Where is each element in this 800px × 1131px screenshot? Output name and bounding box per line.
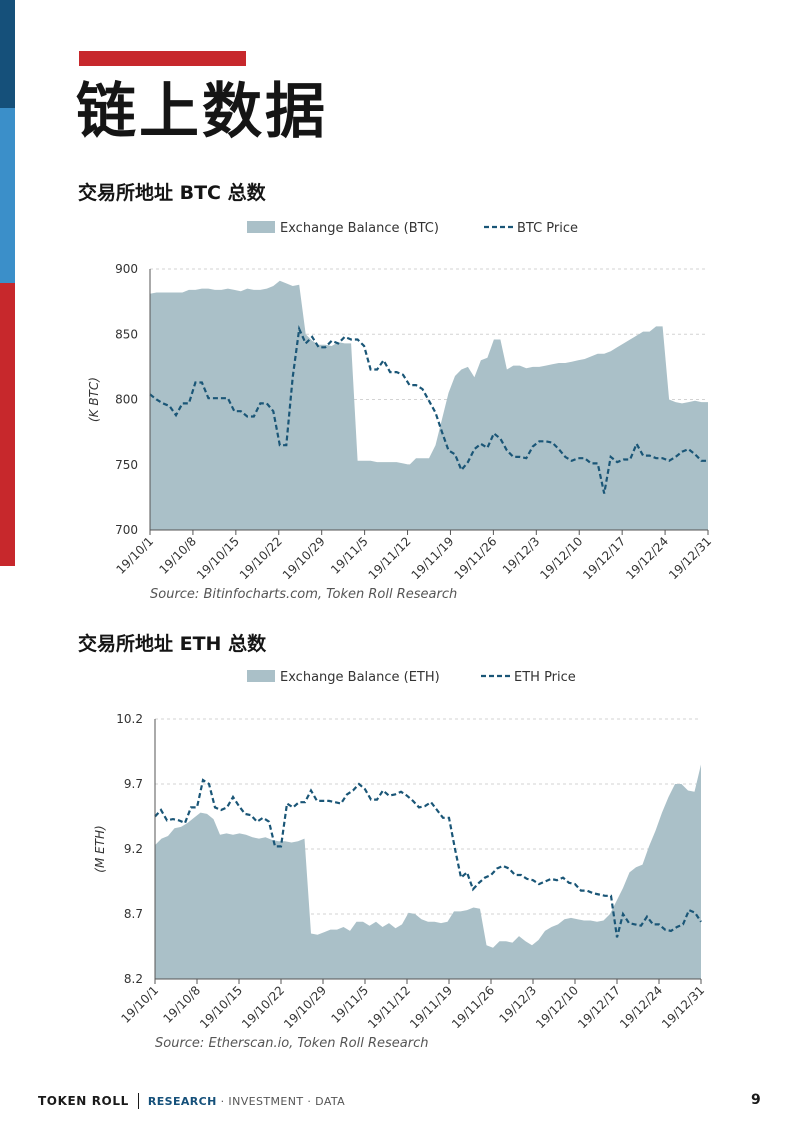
x-tick-label: 19/12/3 bbox=[497, 983, 540, 1026]
x-tick-label: 19/12/10 bbox=[537, 534, 585, 582]
legend-label-balance: Exchange Balance (ETH) bbox=[280, 670, 440, 685]
x-tick-label: 19/10/8 bbox=[156, 534, 199, 577]
x-tick-label: 19/12/31 bbox=[666, 534, 714, 582]
x-tick-label: 19/12/24 bbox=[623, 534, 671, 582]
x-tick-label: 19/10/1 bbox=[114, 534, 157, 577]
exchange-balance-area bbox=[150, 280, 708, 530]
y-tick-label: 9.2 bbox=[124, 842, 143, 856]
x-tick-label: 19/12/24 bbox=[617, 983, 665, 1031]
x-tick-label: 19/11/26 bbox=[451, 534, 499, 582]
x-tick-label: 19/10/15 bbox=[194, 534, 242, 582]
side-stripe-dark-blue bbox=[0, 0, 15, 108]
y-tick-label: 800 bbox=[115, 393, 138, 407]
x-tick-label: 19/12/17 bbox=[580, 534, 628, 582]
side-stripe-red bbox=[0, 283, 15, 566]
y-tick-label: 750 bbox=[115, 458, 138, 472]
legend-area-swatch bbox=[247, 221, 275, 233]
eth-chart-source: Source: Etherscan.io, Token Roll Researc… bbox=[155, 1036, 429, 1051]
exchange-balance-area bbox=[155, 764, 701, 979]
legend-label-balance: Exchange Balance (BTC) bbox=[280, 221, 439, 236]
y-axis-label: (K BTC) bbox=[87, 377, 101, 422]
legend-area-swatch bbox=[247, 670, 275, 682]
legend-label-price: BTC Price bbox=[517, 221, 578, 236]
y-axis-label: (M ETH) bbox=[93, 825, 107, 872]
x-tick-label: 19/10/22 bbox=[239, 983, 287, 1031]
title-accent-bar bbox=[79, 51, 246, 66]
x-tick-label: 19/11/26 bbox=[449, 983, 497, 1031]
x-tick-label: 19/12/3 bbox=[500, 534, 543, 577]
y-tick-label: 850 bbox=[115, 327, 138, 341]
page-title: 链上数据 bbox=[76, 77, 328, 147]
side-stripe-light-blue bbox=[0, 108, 15, 283]
x-tick-label: 19/11/5 bbox=[329, 983, 372, 1026]
eth-chart: 8.28.79.29.710.219/10/1 19/10/819/10/1519… bbox=[93, 670, 707, 1031]
price-line bbox=[154, 778, 702, 938]
y-tick-label: 700 bbox=[115, 523, 138, 537]
x-tick-label: 19/10/8 bbox=[161, 983, 204, 1026]
price-line bbox=[149, 325, 708, 494]
y-tick-label: 8.7 bbox=[124, 907, 143, 921]
x-tick-label: 19/12/17 bbox=[575, 983, 623, 1031]
x-tick-label: 19/11/5 bbox=[328, 534, 371, 577]
eth-chart-title: 交易所地址 ETH 总数 bbox=[78, 633, 267, 655]
x-tick-label: 19/10/29 bbox=[281, 983, 329, 1031]
footer-tagline: · INVESTMENT · DATA bbox=[216, 1094, 346, 1108]
x-tick-label: 19/10/1 bbox=[119, 983, 162, 1026]
footer-brand: TOKEN ROLL bbox=[38, 1094, 129, 1108]
page-number: 9 bbox=[751, 1092, 761, 1108]
y-tick-label: 10.2 bbox=[116, 712, 143, 726]
x-tick-label: 19/10/15 bbox=[197, 983, 245, 1031]
footer-separator bbox=[137, 1093, 139, 1109]
x-tick-label: 19/11/19 bbox=[407, 983, 455, 1031]
x-tick-label: 19/12/10 bbox=[533, 983, 581, 1031]
y-tick-label: 9.7 bbox=[124, 777, 143, 791]
x-tick-label: 19/11/19 bbox=[409, 534, 457, 582]
x-tick-label: 19/10/22 bbox=[237, 534, 285, 582]
y-tick-label: 900 bbox=[115, 262, 138, 276]
footer-research: RESEARCH bbox=[147, 1094, 217, 1108]
x-tick-label: 19/11/12 bbox=[365, 983, 413, 1031]
y-tick-label: 8.2 bbox=[124, 972, 143, 986]
btc-chart-source: Source: Bitinfocharts.com, Token Roll Re… bbox=[150, 587, 458, 602]
x-tick-label: 19/11/12 bbox=[366, 534, 414, 582]
x-tick-label: 19/12/31 bbox=[659, 983, 707, 1031]
legend-label-price: ETH Price bbox=[514, 670, 576, 685]
btc-chart-title: 交易所地址 BTC 总数 bbox=[78, 182, 266, 204]
x-tick-label: 19/10/29 bbox=[280, 534, 328, 582]
footer: TOKEN ROLL RESEARCH · INVESTMENT · DATA bbox=[38, 1093, 345, 1109]
